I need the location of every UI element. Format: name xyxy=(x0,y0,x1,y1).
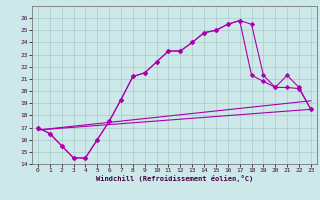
X-axis label: Windchill (Refroidissement éolien,°C): Windchill (Refroidissement éolien,°C) xyxy=(96,175,253,182)
